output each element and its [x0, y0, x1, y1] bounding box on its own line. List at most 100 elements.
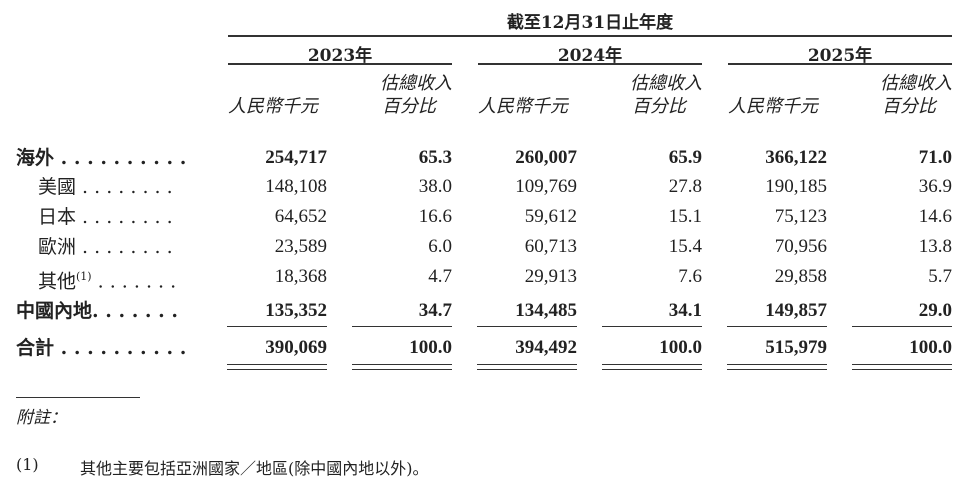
- cell-value: 59,612: [524, 206, 577, 227]
- cell-value: 390,069: [265, 337, 327, 358]
- pct-col-header-line2: 百分比: [382, 96, 436, 117]
- total-double-rule: [227, 364, 327, 365]
- total-double-rule: [352, 364, 452, 365]
- total-double-rule: [852, 364, 952, 365]
- table-row: 美國 . . . . . . . . 148,108 38.0 109,769 27.8…: [0, 172, 960, 202]
- total-double-rule: [477, 364, 577, 365]
- cell-value: 60,713: [524, 236, 577, 257]
- footnote-rule: [16, 397, 140, 398]
- cell-value: 394,492: [515, 337, 577, 358]
- total-double-rule: [852, 369, 952, 370]
- row-label: 其他(1) . . . . . . .: [38, 270, 177, 293]
- row-label: 歐洲 . . . . . . . .: [38, 236, 173, 258]
- pct-col-header-line1: 估總收入: [880, 73, 952, 94]
- cell-value: 18,368: [274, 266, 327, 287]
- year-rule: [228, 63, 452, 65]
- cell-value: 5.7: [928, 266, 952, 287]
- subtotal-rule: [477, 326, 577, 327]
- cell-value: 15.4: [668, 236, 702, 257]
- cell-value: 260,007: [515, 147, 577, 168]
- cell-value: 65.3: [418, 147, 452, 168]
- subtotal-rule: [352, 326, 452, 327]
- row-label: 美國 . . . . . . . .: [38, 176, 173, 198]
- table-row: 日本 . . . . . . . . 64,652 16.6 59,612 15.1 75…: [0, 202, 960, 232]
- cell-value: 27.8: [668, 176, 702, 197]
- total-double-rule: [227, 369, 327, 370]
- table-row: 中國內地. . . . . . . 135,352 34.7 134,485 34.1 1…: [0, 296, 960, 326]
- cell-value: 4.7: [428, 266, 452, 287]
- cell-value: 34.1: [668, 300, 702, 321]
- cell-value: 65.9: [668, 147, 702, 168]
- pct-col-header-line1: 估總收入: [380, 73, 452, 94]
- cell-value: 23,589: [274, 236, 327, 257]
- cell-value: 15.1: [668, 206, 702, 227]
- year-header: 2024年: [557, 46, 623, 66]
- year-header: 2023年: [307, 46, 373, 66]
- total-double-rule: [352, 369, 452, 370]
- footnote-text: 其他主要包括亞洲國家／地區(除中國內地以外)。: [80, 459, 429, 478]
- cell-value: 34.7: [418, 300, 452, 321]
- leader-dots: . . . . . . . .: [76, 236, 173, 258]
- table-row: 海外 . . . . . . . . . . 254,717 65.3 260,007…: [0, 143, 960, 173]
- cell-value: 100.0: [659, 337, 702, 358]
- cell-value: 149,857: [765, 300, 827, 321]
- subtotal-rule: [227, 326, 327, 327]
- cell-value: 254,717: [265, 147, 327, 168]
- cell-value: 190,185: [765, 176, 827, 197]
- table-row: 歐洲 . . . . . . . . 23,589 6.0 60,713 15.4 70,…: [0, 232, 960, 262]
- period-rule: [228, 35, 952, 37]
- cell-value: 13.8: [918, 236, 952, 257]
- pct-col-header-line1: 估總收入: [630, 73, 702, 94]
- leader-dots: . . . . . . . .: [76, 176, 173, 198]
- cell-value: 38.0: [418, 176, 452, 197]
- row-label: 日本 . . . . . . . .: [38, 206, 173, 228]
- row-label: 中國內地. . . . . . .: [16, 300, 179, 322]
- year-rule: [478, 63, 702, 65]
- subtotal-rule: [852, 326, 952, 327]
- cell-value: 70,956: [774, 236, 827, 257]
- cell-value: 75,123: [774, 206, 827, 227]
- cell-value: 109,769: [515, 176, 577, 197]
- subtotal-rule: [602, 326, 702, 327]
- amount-col-header: 人民幣千元: [728, 96, 818, 117]
- total-double-rule: [602, 369, 702, 370]
- cell-value: 71.0: [918, 147, 952, 168]
- total-double-rule: [727, 369, 827, 370]
- pct-col-header-line2: 百分比: [632, 96, 686, 117]
- cell-value: 14.6: [918, 206, 952, 227]
- cell-value: 36.9: [918, 176, 952, 197]
- cell-value: 148,108: [265, 176, 327, 197]
- cell-value: 6.0: [428, 236, 452, 257]
- year-header: 2025年: [807, 46, 873, 66]
- leader-dots: . . . . . . . . . .: [54, 147, 187, 169]
- total-double-rule: [727, 364, 827, 365]
- period-header: 截至12月31日止年度: [506, 13, 674, 33]
- cell-value: 64,652: [274, 206, 327, 227]
- cell-value: 515,979: [765, 337, 827, 358]
- subtotal-rule: [727, 326, 827, 327]
- cell-value: 135,352: [265, 300, 327, 321]
- row-label: 海外 . . . . . . . . . .: [16, 147, 187, 169]
- cell-value: 366,122: [765, 147, 827, 168]
- leader-dots: . . . . . . . .: [76, 206, 173, 228]
- table-row: 合計 . . . . . . . . . . 390,069 100.0 394,49…: [0, 333, 960, 363]
- amount-col-header: 人民幣千元: [478, 96, 568, 117]
- cell-value: 134,485: [515, 300, 577, 321]
- cell-value: 100.0: [409, 337, 452, 358]
- row-label: 合計 . . . . . . . . . .: [16, 337, 187, 359]
- cell-value: 16.6: [418, 206, 452, 227]
- cell-value: 29.0: [918, 300, 952, 321]
- year-rule: [728, 63, 952, 65]
- leader-dots: . . . . . . . . . .: [54, 337, 187, 359]
- total-double-rule: [602, 364, 702, 365]
- leader-dots: . . . . . . .: [91, 270, 177, 293]
- notes-title: 附註：: [16, 408, 67, 428]
- leader-dots: . . . . . . .: [92, 300, 179, 322]
- cell-value: 7.6: [678, 266, 702, 287]
- table-row: 其他(1) . . . . . . . 18,368 4.7 29,913 7.6 29,…: [0, 262, 960, 292]
- pct-col-header-line2: 百分比: [882, 96, 936, 117]
- footnote-marker: (1): [16, 455, 39, 474]
- cell-value: 29,913: [524, 266, 577, 287]
- total-double-rule: [477, 369, 577, 370]
- amount-col-header: 人民幣千元: [228, 96, 318, 117]
